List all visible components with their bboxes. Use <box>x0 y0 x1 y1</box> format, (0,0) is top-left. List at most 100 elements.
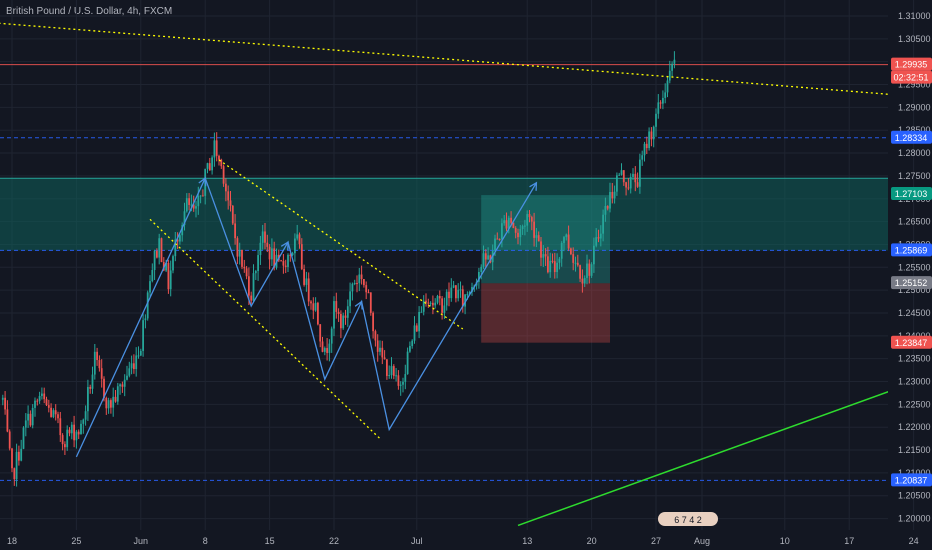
y-tick-label: 1.21500 <box>898 445 931 455</box>
candle-body <box>668 70 671 81</box>
y-tick-label: 1.20500 <box>898 491 931 501</box>
candle-body <box>110 400 112 408</box>
candle-body <box>52 410 55 417</box>
candle <box>528 209 531 223</box>
candle-body <box>202 195 204 197</box>
candle-body <box>119 384 121 387</box>
x-tick-label: Jun <box>134 536 149 546</box>
candle-body <box>634 173 637 183</box>
candle <box>514 226 517 239</box>
candle-body <box>604 206 607 215</box>
candle <box>82 418 85 434</box>
candle <box>643 141 646 162</box>
candle-body <box>323 348 326 352</box>
candle <box>282 254 285 274</box>
candle <box>234 214 236 245</box>
candle <box>576 254 579 267</box>
candle <box>567 225 570 251</box>
candle <box>119 383 121 395</box>
current-price-badge: 1.29935 <box>891 57 932 71</box>
candle-body <box>461 289 464 307</box>
candle <box>126 365 128 381</box>
candle <box>358 268 361 292</box>
candle-body <box>413 325 416 341</box>
candle-body <box>494 238 496 251</box>
candle <box>381 340 384 365</box>
x-tick-label: 20 <box>587 536 597 546</box>
candle-body <box>326 348 328 353</box>
candle-body <box>47 405 50 408</box>
candle <box>590 262 593 278</box>
current-price-badge-label: 1.29935 <box>895 60 928 70</box>
y-tick-label: 1.25500 <box>898 262 931 272</box>
candle-body <box>195 206 197 209</box>
candle-body <box>98 360 101 369</box>
candle <box>335 292 338 319</box>
candle <box>93 343 96 380</box>
candle <box>229 191 232 212</box>
green-support-line <box>517 390 888 527</box>
candle-body <box>567 234 570 249</box>
candle <box>333 296 335 337</box>
candle <box>13 467 16 486</box>
candle-body <box>172 256 174 271</box>
candle <box>202 189 204 197</box>
candle <box>404 364 407 390</box>
candle-body <box>27 413 29 421</box>
candle-body <box>570 248 572 255</box>
candle-body <box>96 351 98 361</box>
candle-body <box>190 204 193 206</box>
candle-body <box>379 347 381 352</box>
candle <box>645 136 648 154</box>
candle-body <box>438 296 441 299</box>
candle <box>75 429 78 449</box>
candle <box>583 275 586 287</box>
candle <box>450 278 453 302</box>
candle <box>579 264 581 282</box>
candle-body <box>563 237 565 244</box>
level-6-badge-label: 1.20837 <box>895 475 928 485</box>
candle <box>133 354 135 374</box>
countdown-badge: 02:32:51 <box>891 70 932 84</box>
candle <box>342 312 345 330</box>
candle-body <box>57 414 59 419</box>
candle <box>314 297 317 312</box>
candle-body <box>174 239 177 257</box>
candle-body <box>199 195 202 197</box>
candle-body <box>558 258 561 263</box>
current-price-badge-bg <box>891 57 932 71</box>
candle-body <box>427 302 430 304</box>
candle-body <box>298 234 301 245</box>
candle <box>634 166 637 192</box>
candle-body <box>519 228 522 238</box>
candle <box>641 150 644 166</box>
candle-body <box>87 387 89 412</box>
candle-body <box>521 226 524 229</box>
candle-body <box>505 220 508 229</box>
candle <box>549 252 552 278</box>
wave-arrowhead <box>529 181 538 191</box>
candle <box>369 292 372 316</box>
candle-body <box>50 407 52 417</box>
candle-body <box>459 289 462 291</box>
candle <box>169 260 172 297</box>
candle <box>429 301 432 307</box>
candle <box>22 426 25 450</box>
candle <box>581 269 584 293</box>
y-tick-label: 1.31000 <box>898 11 931 21</box>
candle-body <box>434 302 437 306</box>
candle-body <box>655 113 657 127</box>
candle <box>379 340 381 356</box>
candle <box>337 308 340 322</box>
candle <box>151 263 154 283</box>
candle <box>172 254 174 274</box>
candle <box>27 405 29 428</box>
candle-body <box>188 198 190 205</box>
candle <box>512 222 515 229</box>
candle-body <box>484 253 487 260</box>
candle <box>386 359 388 380</box>
candle-body <box>112 396 115 408</box>
candle <box>611 183 614 204</box>
candle <box>445 289 448 311</box>
